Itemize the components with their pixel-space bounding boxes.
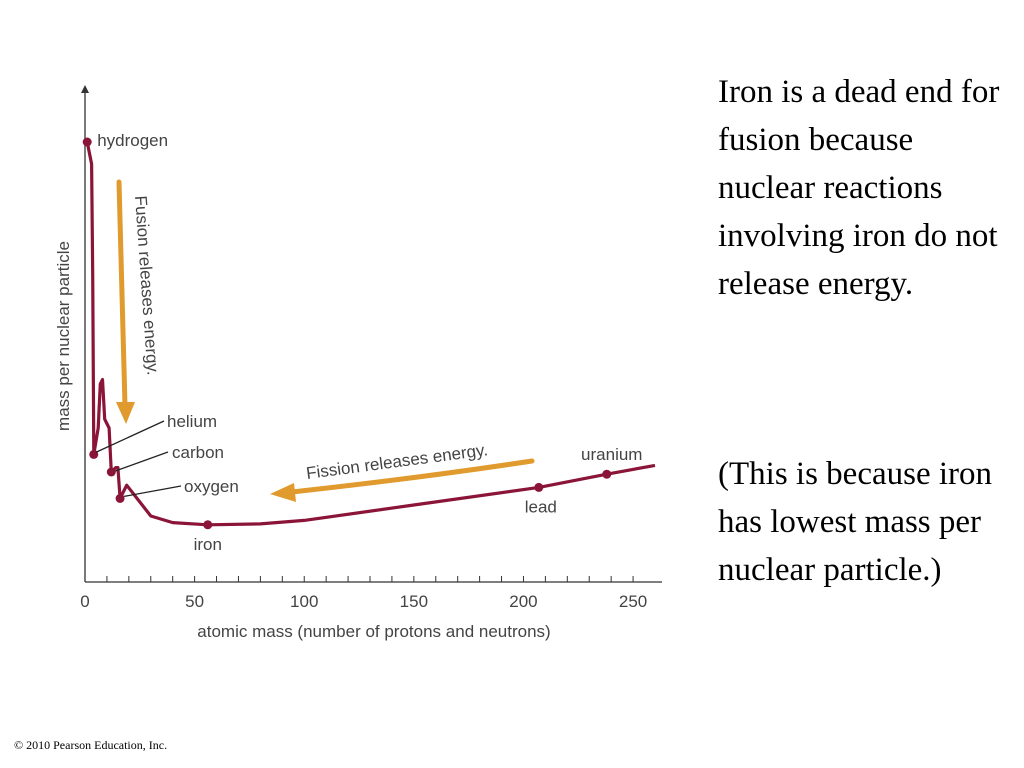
explanation-text: Iron is a dead end for fusion because nu…	[718, 74, 1000, 302]
fusion-annotation: Fusion releases energy.	[131, 195, 163, 376]
fission-annotation: Fission releases energy.	[305, 440, 489, 483]
label-oxygen: oxygen	[184, 477, 239, 496]
x-ticks: 0 50 100 150 200 250	[80, 576, 647, 611]
point-iron	[203, 520, 213, 530]
fusion-arrow-head	[116, 402, 135, 424]
point-oxygen	[115, 493, 125, 503]
fission-arrow-head	[270, 483, 296, 502]
x-tick-label: 250	[619, 592, 647, 611]
leader-oxygen	[123, 485, 182, 498]
explanation-note: (This is because iron has lowest mass pe…	[718, 456, 993, 588]
x-tick-label: 150	[400, 592, 428, 611]
y-axis-label: mass per nuclear particle	[54, 241, 73, 431]
label-hydrogen: hydrogen	[97, 131, 168, 150]
leader-helium	[95, 420, 165, 453]
leader-carbon	[115, 451, 169, 472]
labeled-points: hydrogen helium carbon oxygen iron lead uraniu…	[82, 131, 642, 554]
curve-line	[85, 141, 656, 527]
chart: 0 50 100 150 200 250 atomic mass (number of p…	[54, 85, 662, 641]
point-uranium	[602, 469, 612, 479]
fission-arrow-shaft	[289, 458, 535, 495]
x-tick-label: 50	[185, 592, 204, 611]
axes	[81, 85, 662, 583]
fusion-arrow-shaft	[116, 179, 128, 409]
x-axis-label: atomic mass (number of protons and neutr…	[197, 622, 550, 641]
x-tick-label: 0	[80, 592, 89, 611]
point-hydrogen	[82, 137, 92, 147]
label-lead: lead	[525, 497, 557, 516]
point-lead	[534, 482, 544, 492]
label-iron: iron	[194, 535, 222, 554]
point-carbon	[106, 467, 116, 477]
label-uranium: uranium	[581, 445, 642, 464]
label-carbon: carbon	[172, 443, 224, 462]
copyright-notice: © 2010 Pearson Education, Inc.	[14, 738, 168, 752]
x-tick-label: 200	[509, 592, 537, 611]
x-tick-label: 100	[290, 592, 318, 611]
series-curve	[85, 141, 656, 527]
label-helium: helium	[167, 412, 217, 431]
